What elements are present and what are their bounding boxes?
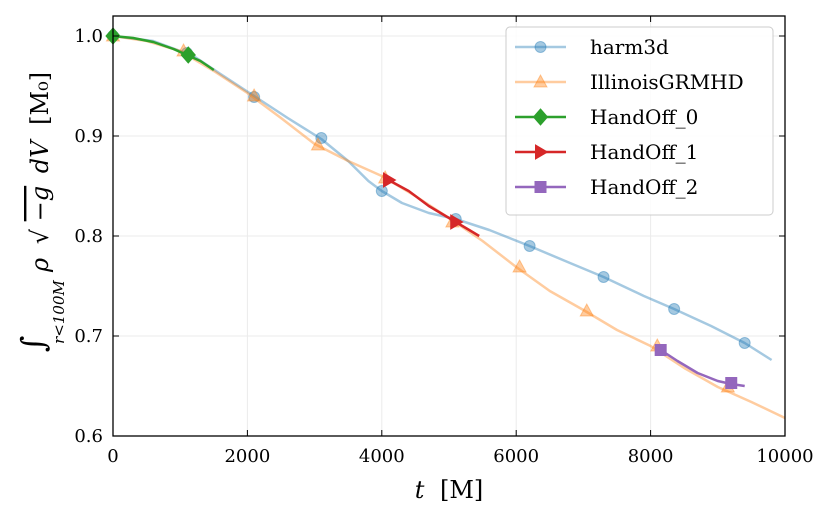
x-tick-label: 0: [107, 446, 118, 467]
legend-label: IllinoisGRMHD: [590, 70, 744, 94]
legend-entry: HandOff_1: [515, 140, 698, 164]
legend-label: HandOff_0: [590, 105, 698, 129]
data-point: [310, 136, 326, 151]
data-point: [654, 344, 667, 356]
y-axis-label: ∫ r<100M ρ √ −g dV [M₀]: [14, 72, 68, 352]
y-label-main: ρ √ −g dV [M₀]: [26, 72, 54, 273]
data-point: [512, 258, 527, 273]
data-point: [523, 240, 536, 252]
series-line: [112, 34, 773, 362]
y-label-unit: [M₀]: [26, 72, 54, 125]
series-line: [387, 178, 480, 238]
data-point: [246, 87, 262, 102]
x-tick-label: 6000: [493, 446, 539, 467]
plot-frame: [112, 15, 786, 437]
axis-ticks: 0 2000 4000 6000 8000 10000 0.6 0.7 0.8 0.9 1.0: [74, 16, 814, 467]
x-tick-label: 2000: [224, 446, 270, 467]
legend-entry: HandOff_2: [515, 175, 698, 199]
data-point: [375, 185, 388, 197]
y-tick-label: 0.7: [74, 326, 103, 347]
series-layer: [105, 27, 786, 420]
data-point: [383, 172, 397, 188]
y-label-integral: ∫: [14, 336, 52, 353]
data-point: [579, 302, 595, 317]
legend: harm3d IllinoisGRMHD HandOff_0 HandOff_1 Han…: [505, 26, 774, 216]
x-tick-label: 10000: [756, 446, 813, 467]
legend-entry: harm3d: [515, 35, 669, 59]
series-handoff-0: [105, 27, 215, 72]
data-point: [248, 91, 261, 103]
data-point: [725, 377, 738, 389]
legend-marker: [534, 181, 547, 193]
y-tick-label: 0.8: [74, 226, 103, 247]
series-handoff-2: [654, 344, 745, 389]
series-line: [112, 34, 215, 72]
data-point: [738, 337, 751, 349]
data-point: [180, 46, 196, 64]
y-label-rho: ρ: [26, 258, 54, 273]
legend-marker: [535, 144, 549, 160]
x-tick-label: 8000: [628, 446, 674, 467]
legend-marker: [534, 41, 547, 53]
x-tick-label: 4000: [359, 446, 405, 467]
series-handoff-1: [383, 172, 480, 238]
y-label-subscript: r<100M: [50, 279, 68, 343]
y-label-radicand: −g: [26, 186, 54, 221]
y-label-sqrt: √: [26, 228, 54, 244]
legend-label: harm3d: [590, 35, 669, 59]
data-point: [597, 271, 610, 283]
y-label-dv: dV: [26, 138, 54, 173]
legend-entry: IllinoisGRMHD: [515, 70, 744, 94]
legend-box: [505, 26, 774, 216]
x-axis-label: t [M]: [415, 476, 484, 504]
data-point: [450, 214, 464, 230]
legend-entry: HandOff_0: [515, 105, 698, 129]
y-tick-label: 1.0: [74, 26, 103, 47]
legend-label: HandOff_2: [590, 175, 698, 199]
x-axis-unit: [M]: [440, 476, 483, 504]
legend-label: HandOff_1: [590, 140, 698, 164]
y-tick-label: 0.9: [74, 126, 103, 147]
x-axis-var: t: [415, 476, 425, 504]
legend-marker: [532, 108, 549, 126]
y-tick-label: 0.6: [74, 426, 103, 447]
data-point: [315, 132, 328, 144]
legend-marker: [533, 73, 548, 88]
data-point: [668, 303, 681, 315]
